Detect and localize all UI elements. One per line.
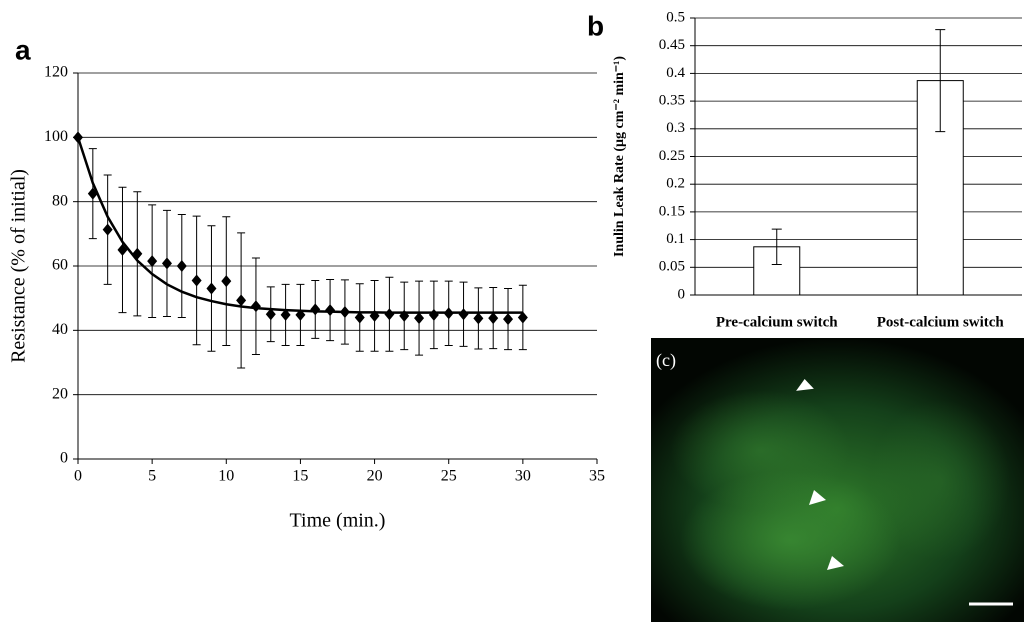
x-tick-label: 30	[515, 468, 531, 485]
image-panel: (c)	[651, 338, 1024, 622]
y-tick-label: 0.45	[659, 37, 685, 53]
marker	[102, 223, 113, 236]
x-tick-label: 5	[148, 468, 156, 485]
x-tick-label: Pre-calcium switch	[716, 314, 838, 330]
y-tick-label: 100	[44, 128, 68, 145]
y-axis-label: Inulin Leak Rate (μg cm⁻² min⁻¹)	[612, 56, 627, 257]
y-axis-label: Resistance (% of initial)	[8, 169, 30, 363]
panel-label: (c)	[656, 350, 676, 371]
x-tick-label: 35	[589, 468, 605, 485]
error-bar	[935, 29, 946, 133]
x-tick-label: 20	[367, 468, 383, 485]
y-tick-label: 0.4	[666, 65, 685, 81]
arrowhead	[809, 490, 826, 505]
marker	[206, 282, 217, 295]
y-tick-label: 0.3	[666, 120, 685, 136]
marker	[250, 300, 261, 313]
marker	[517, 311, 528, 324]
marker	[310, 303, 321, 316]
y-tick-label: 80	[52, 192, 68, 209]
x-tick-label: 10	[218, 468, 234, 485]
y-tick-label: 0.5	[666, 9, 685, 25]
marker	[503, 313, 514, 326]
marker	[280, 308, 291, 321]
y-tick-label: 20	[52, 385, 68, 402]
y-tick-label: 0	[678, 286, 686, 302]
x-tick-label: 0	[74, 468, 82, 485]
marker	[458, 308, 469, 321]
marker	[473, 312, 484, 325]
marker	[147, 255, 158, 268]
y-tick-label: 60	[52, 257, 68, 274]
marker	[428, 308, 439, 321]
x-tick-label: 25	[441, 468, 457, 485]
marker	[384, 308, 395, 321]
cell-glow	[870, 400, 1010, 560]
marker	[221, 275, 232, 288]
y-tick-label: 0.35	[659, 93, 685, 109]
panel-label: a	[15, 34, 31, 65]
marker	[176, 260, 187, 272]
marker	[488, 312, 499, 325]
y-tick-label: 0.2	[666, 176, 685, 192]
marker	[161, 257, 172, 270]
marker	[354, 311, 365, 324]
arrowhead	[827, 556, 844, 570]
y-tick-label: 0	[60, 450, 68, 467]
y-tick-label: 0.05	[659, 259, 685, 275]
marker	[236, 294, 247, 307]
error-bar	[771, 228, 782, 266]
y-tick-label: 40	[52, 321, 68, 338]
panel-label: b	[587, 10, 604, 41]
marker	[414, 312, 425, 325]
x-tick-label: 15	[292, 468, 308, 485]
arrowhead	[796, 379, 814, 391]
x-tick-label: Post-calcium switch	[877, 314, 1005, 330]
marker	[325, 304, 336, 317]
y-tick-label: 0.25	[659, 148, 685, 164]
fit-line	[76, 136, 523, 314]
cell-glow	[670, 390, 850, 510]
y-tick-label: 0.1	[666, 231, 685, 247]
x-axis-label: Time (min.)	[290, 510, 386, 532]
y-tick-label: 0.15	[659, 203, 685, 219]
y-tick-label: 120	[44, 64, 68, 81]
marker	[191, 274, 202, 287]
marker	[265, 308, 276, 321]
